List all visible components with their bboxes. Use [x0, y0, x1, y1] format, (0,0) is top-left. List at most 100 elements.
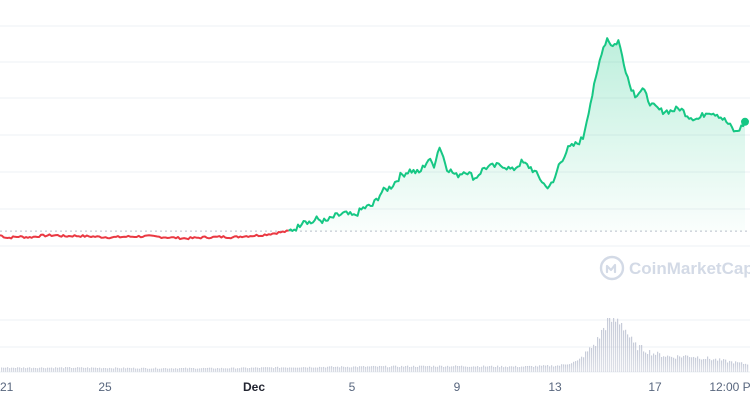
volume-bar	[533, 366, 535, 372]
volume-bar	[399, 367, 401, 372]
volume-bar	[169, 368, 171, 372]
volume-bar	[87, 367, 89, 372]
volume-bar	[257, 367, 259, 372]
volume-bar	[545, 365, 547, 372]
volume-bar	[719, 358, 721, 372]
volume-bar	[541, 365, 543, 372]
volume-bar	[739, 362, 741, 372]
volume-bar	[349, 367, 351, 372]
volume-bar	[481, 366, 483, 372]
volume-bar	[663, 356, 665, 372]
volume-bar	[311, 367, 313, 372]
volume-bar	[123, 367, 125, 372]
volume-bar	[69, 367, 71, 372]
volume-bar	[669, 356, 671, 372]
volume-bar	[295, 367, 297, 372]
coinmarketcap-logo-icon	[599, 255, 625, 281]
volume-bar	[241, 367, 243, 372]
volume-bar	[217, 368, 219, 372]
volume-bar	[315, 367, 317, 372]
volume-bar	[437, 366, 439, 372]
volume-bar	[691, 357, 693, 372]
volume-bar	[117, 367, 119, 372]
price-line-below	[0, 229, 289, 241]
volume-bar	[613, 318, 615, 372]
volume-bar	[573, 361, 575, 372]
volume-bar	[135, 368, 137, 372]
volume-bar	[303, 367, 305, 372]
volume-bar	[35, 367, 37, 372]
volume-bar	[37, 368, 39, 372]
volume-bar	[7, 367, 9, 372]
volume-bar	[331, 366, 333, 372]
volume-bar	[249, 368, 251, 372]
volume-bar	[407, 365, 409, 372]
volume-bar	[5, 367, 7, 372]
volume-bar	[341, 366, 343, 372]
volume-bar	[561, 364, 563, 372]
volume-bar	[223, 368, 225, 372]
volume-bar	[3, 367, 5, 372]
volume-bar	[743, 363, 745, 372]
volume-bar	[441, 365, 443, 372]
volume-bar	[539, 365, 541, 372]
volume-bar	[107, 368, 109, 372]
volume-bar	[697, 356, 699, 372]
volume-bar	[631, 336, 633, 372]
volume-bar	[723, 359, 725, 372]
volume-bar	[489, 366, 491, 372]
volume-bar	[715, 358, 717, 372]
volume-bar	[181, 367, 183, 372]
volume-bar	[607, 318, 609, 372]
x-tick-label: 21	[0, 380, 14, 394]
volume-bar	[509, 366, 511, 372]
volume-bar	[297, 367, 299, 372]
volume-bar	[91, 367, 93, 372]
volume-bar	[73, 367, 75, 372]
volume-bar	[251, 367, 253, 372]
volume-bar	[183, 368, 185, 372]
volume-bar	[647, 354, 649, 372]
volume-bar	[225, 368, 227, 372]
volume-bar	[369, 366, 371, 372]
x-tick-label: 5	[349, 380, 356, 394]
volume-bar	[563, 364, 565, 372]
volume-bar	[21, 368, 23, 372]
volume-bar	[727, 362, 729, 372]
volume-bars	[1, 318, 749, 372]
volume-bar	[717, 360, 719, 372]
volume-bar	[375, 366, 377, 372]
volume-bar	[389, 367, 391, 372]
x-tick-label: Dec	[243, 380, 265, 394]
volume-bar	[527, 366, 529, 372]
volume-bar	[643, 351, 645, 372]
volume-bar	[577, 360, 579, 372]
volume-bar	[497, 365, 499, 372]
volume-bar	[677, 355, 679, 372]
volume-bar	[731, 361, 733, 372]
volume-bar	[421, 365, 423, 372]
volume-bar	[411, 366, 413, 372]
volume-bar	[219, 368, 221, 372]
volume-bar	[275, 367, 277, 372]
volume-bar	[9, 368, 11, 372]
volume-bar	[457, 366, 459, 372]
volume-bar	[379, 365, 381, 372]
volume-bar	[101, 368, 103, 372]
volume-bar	[447, 365, 449, 372]
volume-bar	[185, 367, 187, 372]
volume-bar	[567, 364, 569, 372]
price-area-fill	[288, 38, 745, 232]
volume-bar	[639, 345, 641, 372]
volume-bar	[105, 368, 107, 372]
volume-bar	[735, 361, 737, 372]
volume-bar	[373, 365, 375, 372]
volume-bar	[77, 367, 79, 372]
volume-bar	[209, 367, 211, 372]
volume-bar	[507, 367, 509, 372]
volume-bar	[391, 366, 393, 372]
volume-bar	[355, 366, 357, 372]
volume-bar	[483, 365, 485, 372]
volume-bar	[555, 365, 557, 372]
volume-bar	[191, 368, 193, 372]
